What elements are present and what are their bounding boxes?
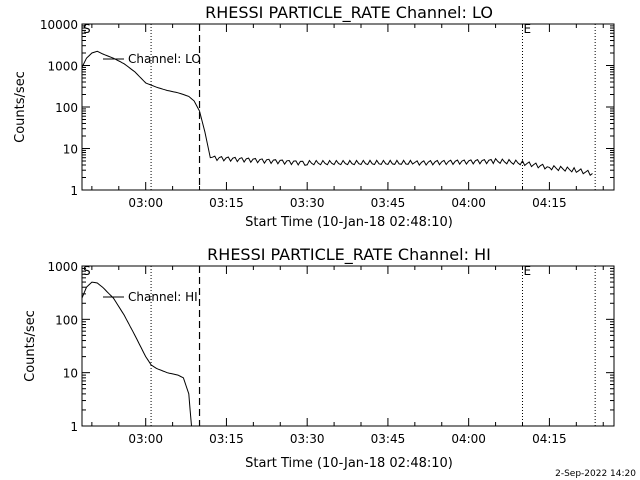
y-axis-label-lo: Counts/sec <box>13 71 28 143</box>
x-tick-label: 03:15 <box>209 196 244 210</box>
x-tick-label: 03:00 <box>128 196 163 210</box>
x-axis-label-hi: Start Time (10-Jan-18 02:48:10) <box>245 456 453 471</box>
panel-hi: RHESSI PARTICLE_RATE Channel: HI Counts/… <box>23 245 615 471</box>
y-tick-label: 10 <box>63 143 78 157</box>
x-tick-label: 03:45 <box>371 196 406 210</box>
marker-e: E <box>523 264 531 278</box>
marker-e: E <box>523 22 531 36</box>
plot-frame-hi <box>81 265 615 427</box>
x-tick-label: 03:45 <box>371 432 406 446</box>
y-tick-label: 1000 <box>47 60 78 74</box>
y-tick-label: 100 <box>55 101 78 115</box>
y-tick-label: 1000 <box>47 260 78 274</box>
series-line-hi <box>81 281 192 427</box>
panel-lo: RHESSI PARTICLE_RATE Channel: LO Counts/… <box>13 3 615 230</box>
plot-frame-lo <box>81 23 615 191</box>
x-tick-label: 03:30 <box>290 196 325 210</box>
x-tick-label: 03:15 <box>209 432 244 446</box>
y-tick-label: 100 <box>55 313 78 327</box>
y-tick-label: 10 <box>63 367 78 381</box>
x-tick-label: 03:30 <box>290 432 325 446</box>
marker-s: S <box>83 264 91 278</box>
x-tick-label: 03:00 <box>128 432 163 446</box>
x-tick-label: 04:00 <box>451 432 486 446</box>
y-ticks-lo: 1 10 100 1000 10000 <box>40 18 614 198</box>
x-ticks-hi: 03:00 03:15 03:30 03:45 04:00 04:15 <box>91 266 604 446</box>
footer-timestamp: 2-Sep-2022 14:20 <box>555 469 636 479</box>
x-tick-label: 04:15 <box>532 196 567 210</box>
series-line-lo <box>81 50 593 176</box>
reference-lines-lo <box>150 24 596 190</box>
y-tick-label: 1 <box>70 184 78 198</box>
reference-lines-hi <box>150 266 596 426</box>
marker-s: S <box>83 22 91 36</box>
chart-title-lo: RHESSI PARTICLE_RATE Channel: LO <box>205 3 493 23</box>
y-axis-label-hi: Counts/sec <box>23 310 38 382</box>
x-axis-label-lo: Start Time (10-Jan-18 02:48:10) <box>245 215 453 230</box>
legend-label-hi: Channel: HI <box>128 290 198 304</box>
y-tick-label: 10000 <box>40 18 78 32</box>
y-ticks-hi: 1 10 100 1000 <box>47 260 614 434</box>
y-tick-label: 1 <box>70 420 78 434</box>
x-ticks-lo: 03:00 03:15 03:30 03:45 04:00 04:15 <box>91 24 604 210</box>
chart-title-hi: RHESSI PARTICLE_RATE Channel: HI <box>207 245 491 265</box>
legend-label-lo: Channel: LO <box>128 52 201 66</box>
x-tick-label: 04:15 <box>532 432 567 446</box>
x-tick-label: 04:00 <box>451 196 486 210</box>
